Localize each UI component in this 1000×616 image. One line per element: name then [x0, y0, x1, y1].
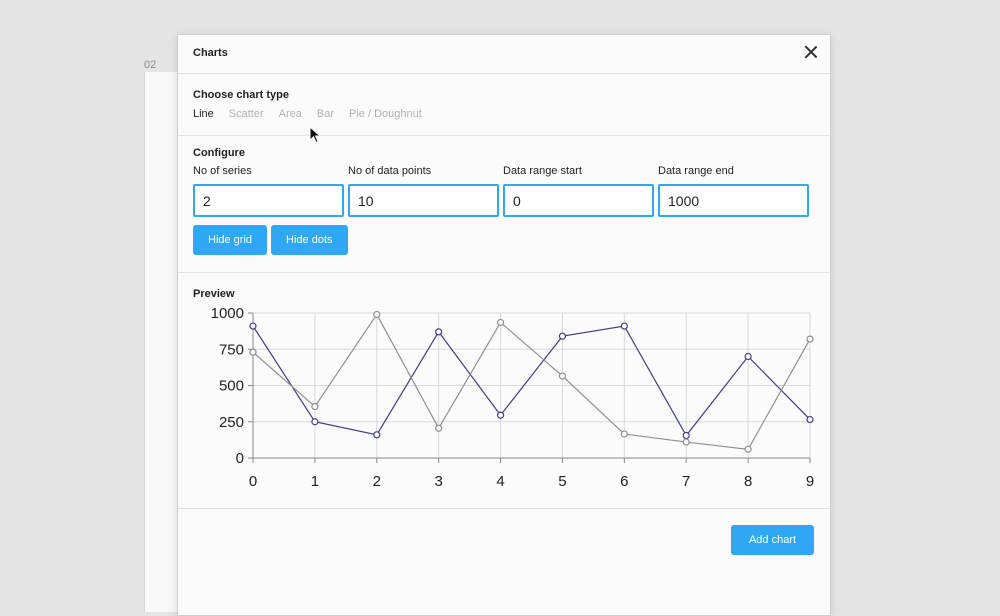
series-2-point: [620, 430, 628, 438]
tab-line[interactable]: Line: [193, 108, 214, 120]
series-1-point: [435, 328, 443, 336]
y-tick-label: 0: [236, 450, 244, 467]
series-1-point: [558, 332, 567, 340]
series-2-point: [373, 310, 381, 319]
range-start-label: Data range start: [503, 165, 582, 177]
add-chart-button[interactable]: Add chart: [731, 525, 814, 555]
tab-bar[interactable]: Bar: [316, 108, 335, 120]
preview-chart: 0 250 500 750 1000 0 1 2 3 4 5 6 7 8 9: [211, 305, 815, 490]
range-start-input[interactable]: [503, 184, 654, 217]
data-points-field: No of data points: [348, 165, 499, 217]
preview-section: Preview 0 250 500 750 1000 0 1 2 3 4 5 6 7 8 9: [178, 273, 830, 509]
range-start-field: Data range start: [503, 165, 654, 217]
y-tick-label: 500: [219, 378, 244, 395]
series-2-point: [744, 445, 752, 453]
series-1-point: [620, 322, 628, 330]
x-tick-label: 1: [311, 473, 319, 490]
series-1-point: [496, 411, 505, 419]
range-end-input[interactable]: [658, 184, 809, 217]
tab-scatter[interactable]: Scatter: [228, 108, 264, 120]
series-count-field: No of series: [193, 165, 344, 217]
range-end-label: Data range end: [658, 165, 734, 177]
hide-grid-button[interactable]: Hide grid: [193, 225, 268, 255]
series-2-point: [682, 438, 690, 446]
series-1-point: [682, 431, 690, 440]
x-tick-label: 4: [496, 473, 504, 490]
series-2-point: [558, 372, 567, 380]
y-tick-label: 750: [219, 341, 244, 358]
range-end-field: Data range end: [658, 165, 809, 217]
x-tick-label: 8: [744, 473, 752, 490]
series-2-point: [249, 348, 257, 356]
frame-label: 02: [144, 59, 157, 71]
x-tick-label: 6: [620, 473, 628, 490]
series-2-point: [496, 318, 505, 327]
series-2-point: [435, 424, 443, 432]
dialog-footer: Add chart: [178, 509, 830, 609]
configure-section: Configure No of series No of data points…: [178, 136, 830, 273]
data-points-input[interactable]: [348, 184, 499, 217]
dialog-header: Charts: [178, 35, 830, 74]
series-line-1: [252, 325, 811, 437]
config-fields: No of series No of data points Data rang…: [193, 165, 815, 217]
series-count-label: No of series: [193, 165, 252, 177]
x-tick-label: 9: [806, 473, 814, 490]
mouse-cursor-icon: [309, 126, 321, 144]
x-tick-label: 7: [682, 473, 690, 490]
chart-type-heading: Choose chart type: [193, 89, 289, 101]
tab-pie-doughnut[interactable]: Pie / Doughnut: [349, 108, 422, 120]
x-tick-label: 0: [249, 473, 257, 490]
x-tick-label: 5: [558, 473, 566, 490]
series-2-point: [806, 335, 814, 343]
preview-heading: Preview: [193, 288, 235, 300]
x-tick-label: 2: [373, 473, 381, 490]
series-1-point: [373, 431, 381, 439]
y-tick-label: 250: [219, 414, 244, 431]
charts-dialog: Charts Choose chart type Line Scatter Ar…: [177, 34, 831, 616]
configure-heading: Configure: [193, 147, 245, 159]
data-points-label: No of data points: [348, 165, 432, 177]
chart-type-tabs: Line Scatter Area Bar Pie / Doughnut: [193, 108, 815, 120]
series-line-2: [252, 313, 811, 450]
tab-area[interactable]: Area: [278, 108, 302, 120]
series-1-point: [806, 415, 814, 424]
chart-type-section: Choose chart type Line Scatter Area Bar …: [178, 74, 830, 136]
series-1-point: [311, 418, 319, 426]
config-buttons: Hide grid Hide dots: [193, 225, 815, 255]
series-count-input[interactable]: [193, 184, 344, 217]
x-tick-label: 3: [434, 473, 442, 490]
series-1-point: [744, 352, 752, 361]
close-icon[interactable]: [804, 45, 818, 59]
hide-dots-button[interactable]: Hide dots: [271, 225, 348, 255]
series-1-point: [249, 322, 257, 330]
dialog-title: Charts: [193, 47, 228, 59]
series-2-point: [311, 402, 319, 411]
y-tick-label: 1000: [211, 305, 244, 322]
